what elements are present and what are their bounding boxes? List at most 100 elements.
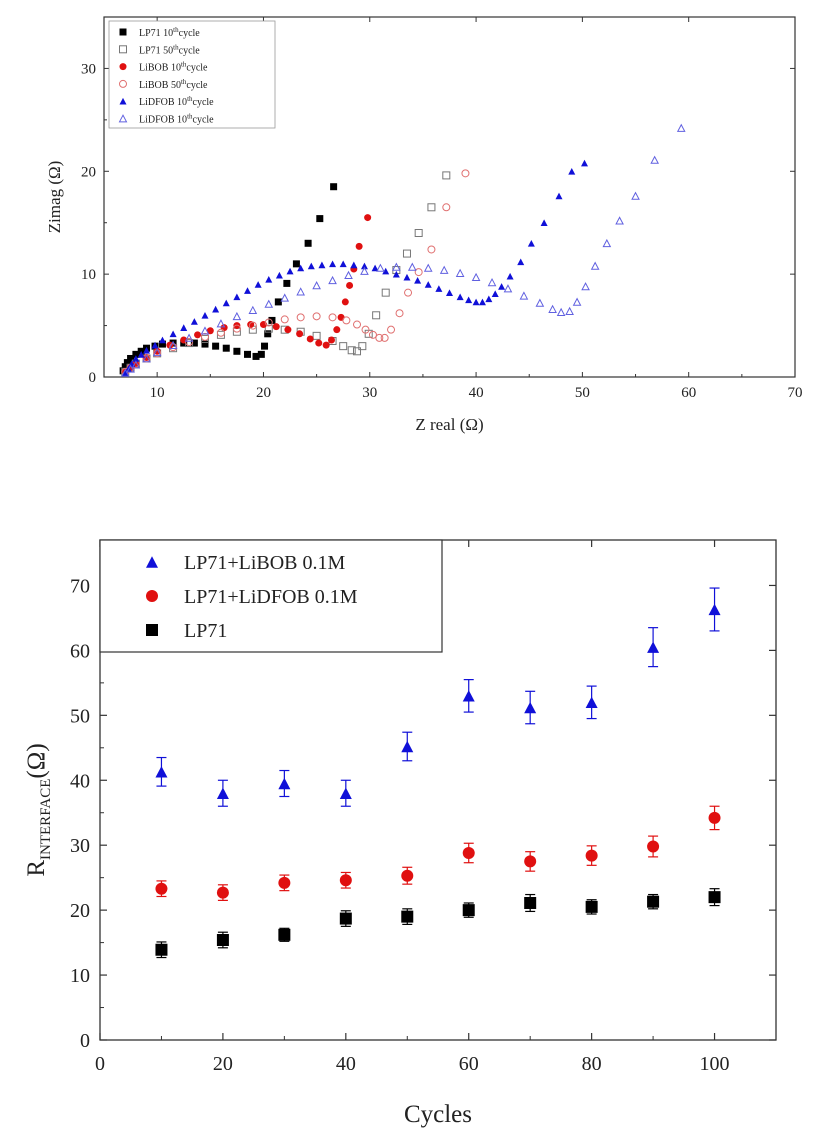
data-point	[353, 320, 362, 329]
data-point	[485, 295, 493, 303]
nyquist-plot: 10 20 30 40 50 60 70 0 10 20 30 Z real (Ω) Zimag (Ω)…	[45, 16, 803, 434]
data-point	[194, 331, 202, 339]
legend-label: LiBOB 10thcycle	[139, 61, 208, 74]
data-point	[540, 219, 548, 227]
x-tick-label: 10	[150, 385, 165, 401]
y-tick-label: 10	[81, 267, 96, 283]
data-point	[524, 701, 537, 714]
data-point	[278, 928, 291, 941]
data-point	[585, 849, 598, 862]
data-point	[322, 341, 330, 349]
data-point	[376, 263, 385, 272]
data-point	[318, 261, 326, 269]
data-point	[306, 335, 314, 343]
data-point	[347, 346, 356, 355]
data-point	[216, 934, 229, 946]
data-point	[184, 333, 194, 342]
legend-label-main: LP71 50	[139, 45, 173, 56]
data-point	[264, 299, 274, 308]
legend-label-sup: th	[187, 113, 193, 121]
data-point	[455, 268, 465, 277]
data-point	[424, 281, 432, 288]
data-point	[297, 264, 305, 272]
data-point	[556, 307, 566, 317]
data-point	[506, 272, 514, 280]
data-point	[212, 305, 220, 313]
y-tick-label: 0	[89, 370, 97, 386]
data-point	[123, 359, 131, 367]
data-point	[339, 342, 348, 351]
data-point	[275, 271, 283, 279]
legend-marker	[119, 79, 127, 88]
legend-label-main: LP71 10	[139, 28, 173, 39]
data-point	[585, 900, 598, 913]
legend-marker	[119, 97, 127, 105]
data-point	[244, 287, 252, 294]
y-tick-label: 20	[81, 164, 96, 180]
data-point	[344, 270, 353, 279]
data-point	[131, 360, 141, 369]
data-point	[265, 275, 273, 283]
data-point	[439, 265, 449, 274]
x-tick-label: 20	[256, 385, 271, 401]
data-point	[382, 267, 390, 275]
data-point	[404, 288, 413, 297]
data-point	[200, 334, 209, 343]
legend-label-sup: th	[173, 43, 179, 51]
legend-label: LP71+LiDFOB 0.1M	[184, 586, 358, 608]
data-point	[201, 311, 209, 319]
data-point	[212, 342, 220, 350]
data-point	[132, 350, 140, 358]
data-point	[498, 283, 506, 290]
legend-marker	[146, 556, 158, 568]
data-point	[368, 330, 377, 339]
legend-label-tail: cycle	[186, 63, 208, 74]
data-point	[462, 690, 475, 702]
data-point	[315, 339, 323, 347]
data-point	[524, 896, 537, 909]
data-point	[248, 305, 258, 314]
legend-label: LiDFOB 10thcycle	[139, 113, 214, 126]
y-tick-label: 0	[80, 1030, 90, 1052]
y-tick-label: 20	[70, 900, 90, 922]
legend-label-main: LiDFOB 10	[139, 97, 187, 108]
data-point	[337, 313, 345, 321]
data-point	[568, 167, 576, 175]
data-point	[216, 328, 225, 337]
legend-label-tail: cycle	[186, 80, 208, 91]
legend-label-main: LiBOB 10	[139, 63, 181, 74]
data-point	[407, 262, 417, 271]
data-point	[339, 874, 352, 887]
data-point	[602, 238, 612, 248]
data-point	[342, 316, 351, 325]
x-tick-label: 70	[788, 385, 803, 401]
data-point	[180, 324, 188, 331]
data-point	[360, 262, 368, 270]
data-point	[548, 304, 557, 313]
data-point	[137, 351, 145, 358]
data-point	[478, 298, 486, 306]
data-point	[395, 309, 404, 318]
data-point	[708, 811, 721, 824]
data-point	[427, 203, 436, 212]
data-point	[650, 155, 660, 164]
data-point	[280, 293, 290, 302]
data-point	[462, 846, 475, 859]
data-point	[216, 787, 229, 799]
data-point	[190, 339, 198, 347]
data-point	[375, 333, 384, 342]
data-point	[590, 261, 600, 270]
data-point	[462, 904, 475, 917]
data-point	[339, 260, 347, 268]
data-point	[200, 332, 209, 341]
data-point	[380, 333, 389, 342]
data-point	[423, 263, 433, 272]
data-point	[254, 281, 262, 288]
data-point	[248, 321, 257, 330]
data-point	[330, 183, 338, 191]
x-tick-label: 100	[700, 1053, 730, 1075]
data-point	[286, 267, 294, 275]
data-point	[339, 912, 352, 925]
data-point	[647, 641, 660, 653]
data-point	[487, 277, 497, 287]
